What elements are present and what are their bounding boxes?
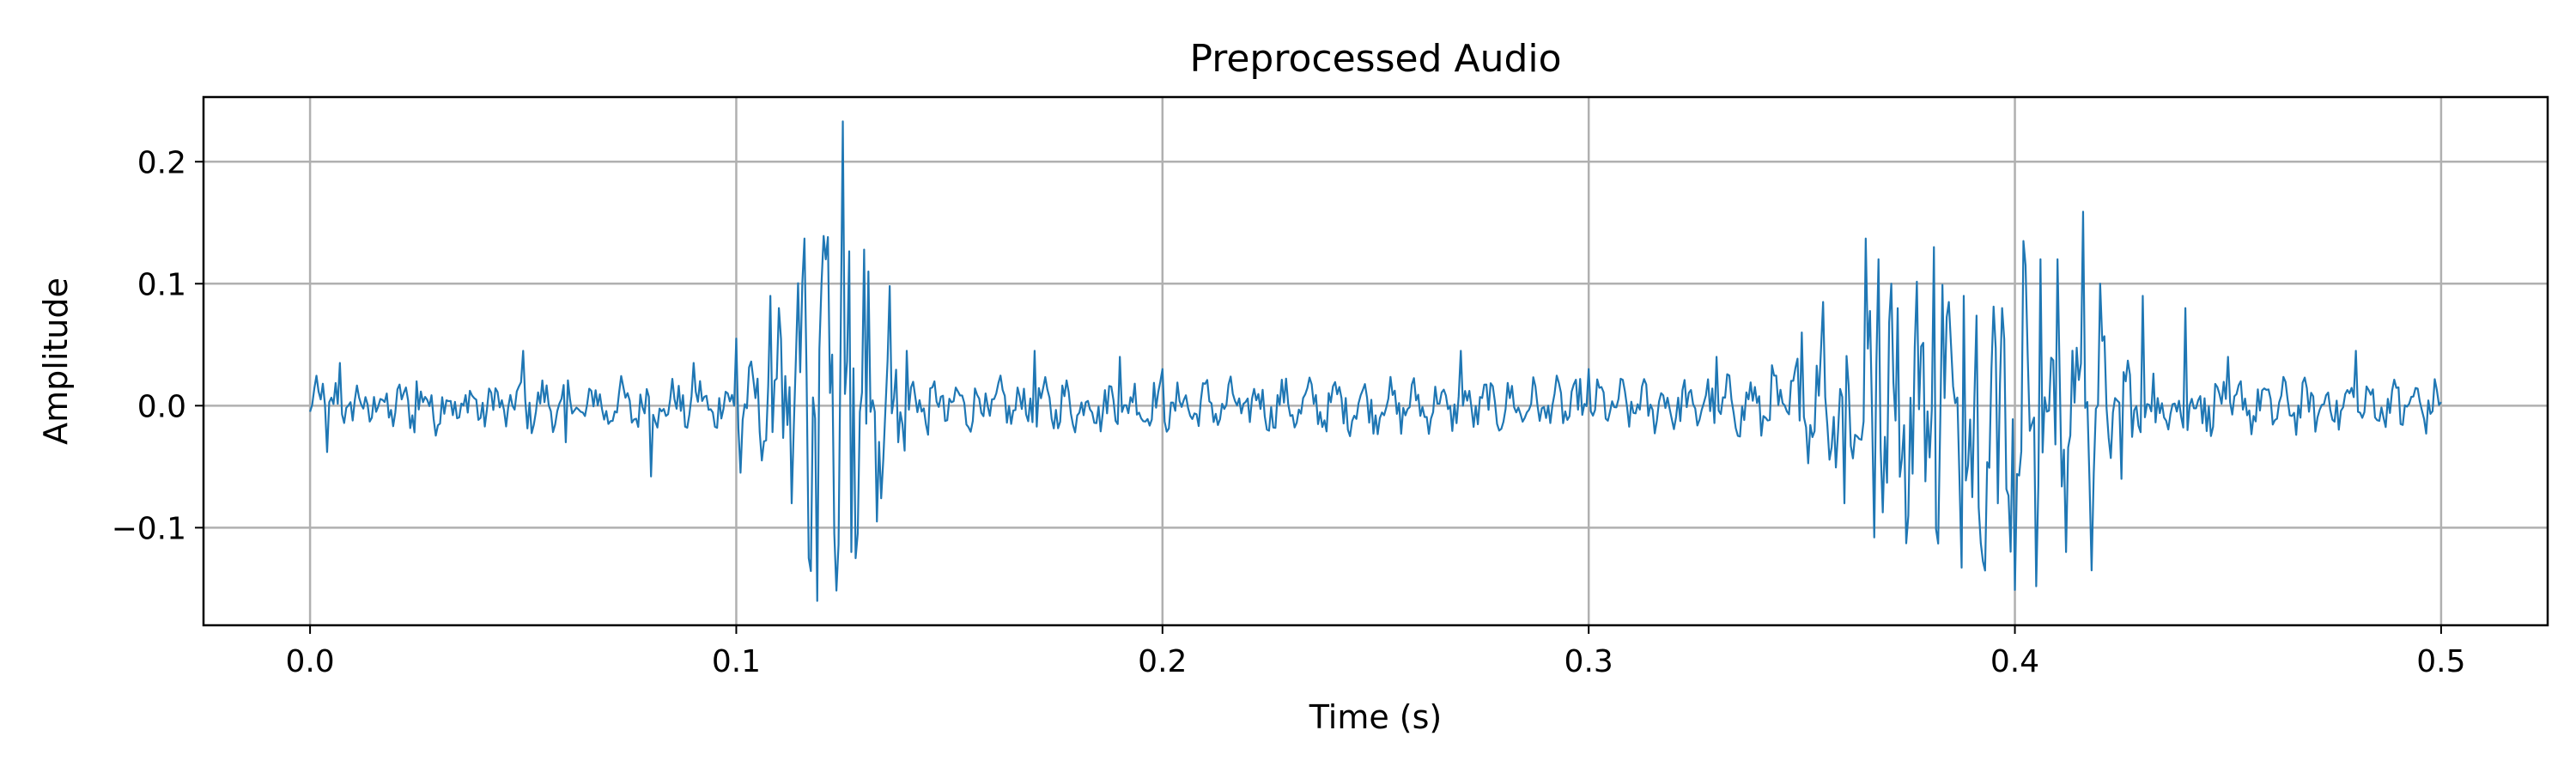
grid-lines bbox=[204, 97, 2548, 625]
y-axis-label: Amplitude bbox=[37, 277, 75, 445]
x-axis-label: Time (s) bbox=[1309, 698, 1443, 736]
y-tick-label: 0.2 bbox=[137, 145, 186, 180]
x-tick-label: 0.3 bbox=[1564, 644, 1613, 679]
x-tick-label: 0.0 bbox=[285, 644, 334, 679]
x-tick-label: 0.4 bbox=[1990, 644, 2039, 679]
plot-series bbox=[309, 120, 2442, 602]
y-tick-label: 0.1 bbox=[137, 267, 186, 302]
chart-title: Preprocessed Audio bbox=[1189, 37, 1561, 81]
x-tick-label: 0.2 bbox=[1138, 644, 1187, 679]
y-tick-label: −0.1 bbox=[112, 511, 186, 546]
y-tick-label: 0.0 bbox=[137, 389, 186, 424]
x-tick-label: 0.5 bbox=[2416, 644, 2465, 679]
x-tick-label: 0.1 bbox=[712, 644, 761, 679]
series-line bbox=[309, 120, 2442, 602]
y-axis: −0.1 0.0 0.1 0.2 bbox=[112, 145, 204, 546]
plot-frame bbox=[202, 95, 2549, 627]
x-axis: 0.0 0.1 0.2 0.3 0.4 0.5 bbox=[285, 625, 2466, 679]
